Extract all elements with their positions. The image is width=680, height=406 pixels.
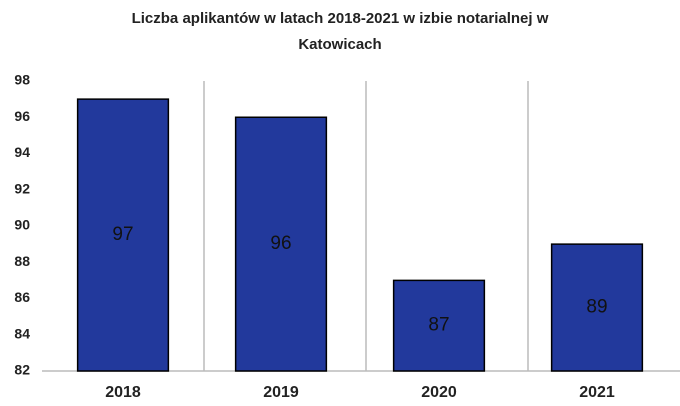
y-tick-label: 82 (14, 362, 30, 378)
bar (76, 98, 170, 372)
x-tick-label: 2019 (263, 384, 299, 401)
data-label: 96 (270, 233, 291, 254)
data-label: 89 (586, 297, 607, 318)
bar (550, 243, 644, 372)
bar (234, 116, 328, 372)
y-tick-label: 86 (14, 289, 30, 305)
bar (392, 279, 486, 372)
y-tick-label: 84 (14, 325, 30, 341)
chart-title: Liczba aplikantów w latach 2018-2021 w i… (131, 10, 549, 53)
y-tick-label: 88 (14, 253, 30, 269)
y-tick-label: 90 (14, 217, 30, 233)
x-tick-label: 2021 (579, 384, 615, 401)
data-label: 87 (428, 315, 449, 336)
data-label: 97 (112, 224, 133, 245)
y-tick-label: 94 (14, 144, 30, 160)
y-tick-label: 92 (14, 180, 30, 196)
x-tick-label: 2018 (105, 384, 141, 401)
x-tick-label: 2020 (421, 384, 457, 401)
y-tick-label: 96 (14, 108, 30, 124)
y-tick-label: 98 (14, 72, 30, 88)
